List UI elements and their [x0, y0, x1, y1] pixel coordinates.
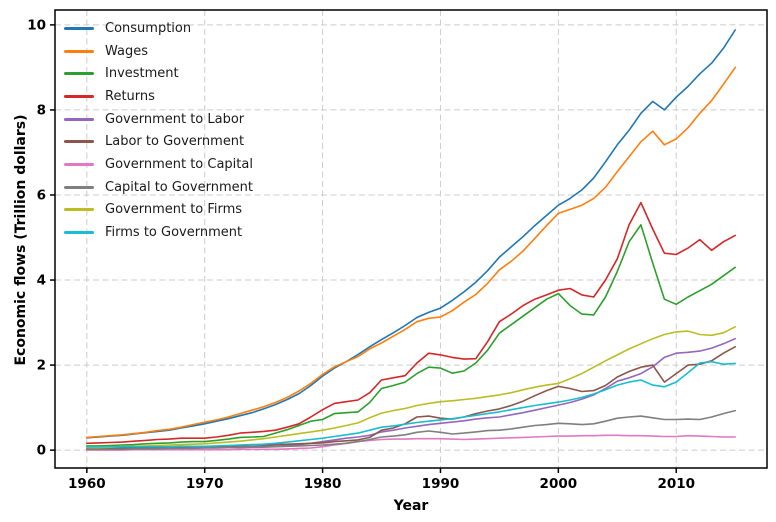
series-line-firms-to-government	[86, 360, 737, 448]
legend-item-wages: Wages	[64, 40, 253, 63]
series-line-consumption	[86, 29, 737, 439]
legend-label: Capital to Government	[105, 179, 253, 195]
x-tick-label: 1970	[186, 476, 224, 492]
series-line-wages	[86, 66, 737, 439]
legend-item-returns: Returns	[64, 85, 253, 108]
y-tick-label: 6	[37, 187, 46, 203]
x-tick-label: 2010	[657, 476, 695, 492]
y-tick-label: 0	[37, 443, 46, 459]
x-tick-label: 1960	[68, 476, 106, 492]
legend-line-swatch	[64, 72, 94, 76]
series-lines	[86, 29, 737, 451]
legend-item-government-to-firms: Government to Firms	[64, 199, 253, 222]
series-line-government-to-firms	[86, 325, 737, 449]
series-line-capital-to-government	[86, 409, 737, 451]
legend-item-government-to-capital: Government to Capital	[64, 153, 253, 176]
series-line-government-to-labor	[86, 337, 737, 450]
legend-item-labor-to-government: Labor to Government	[64, 130, 253, 153]
x-tick-label: 1990	[422, 476, 460, 492]
legend-line-swatch	[64, 117, 94, 121]
legend: Consumption Wages Investment Returns Governm…	[64, 17, 253, 244]
y-tick-label: 4	[37, 273, 46, 289]
legend-label: Government to Labor	[105, 111, 245, 127]
legend-line-swatch	[64, 94, 94, 98]
x-tick-label: 1980	[304, 476, 342, 492]
y-tick-label: 8	[37, 102, 46, 118]
legend-label: Firms to Government	[105, 225, 243, 241]
legend-item-consumption: Consumption	[64, 17, 253, 40]
axis-ticks: 1960 1970 1980 1990 2000 2010 0 2 4 6 8 10	[27, 17, 695, 492]
legend-line-swatch	[64, 231, 94, 235]
x-axis-label: Year	[393, 498, 429, 514]
legend-line-swatch	[64, 208, 94, 212]
plot-border	[54, 9, 768, 469]
series-line-government-to-capital	[86, 434, 737, 451]
y-tick-label: 10	[27, 17, 46, 33]
series-line-returns	[86, 201, 737, 445]
legend-item-investment: Investment	[64, 62, 253, 85]
legend-line-swatch	[64, 26, 94, 30]
series-line-investment	[86, 224, 737, 447]
x-tick-label: 2000	[540, 476, 578, 492]
legend-label: Investment	[105, 66, 179, 82]
legend-item-capital-to-government: Capital to Government	[64, 176, 253, 199]
legend-item-government-to-labor: Government to Labor	[64, 108, 253, 131]
legend-line-swatch	[64, 185, 94, 189]
legend-line-swatch	[64, 140, 94, 144]
legend-label: Wages	[105, 43, 149, 59]
legend-label: Government to Firms	[105, 202, 243, 218]
y-tick-label: 2	[37, 358, 46, 374]
legend-line-swatch	[64, 49, 94, 53]
legend-item-firms-to-government: Firms to Government	[64, 221, 253, 244]
legend-label: Government to Capital	[105, 156, 253, 172]
legend-label: Labor to Government	[105, 134, 245, 150]
legend-line-swatch	[64, 162, 94, 166]
legend-label: Consumption	[105, 20, 192, 36]
y-axis-label: Economic flows (Trillion dollars)	[13, 114, 29, 366]
legend-label: Returns	[105, 88, 155, 104]
